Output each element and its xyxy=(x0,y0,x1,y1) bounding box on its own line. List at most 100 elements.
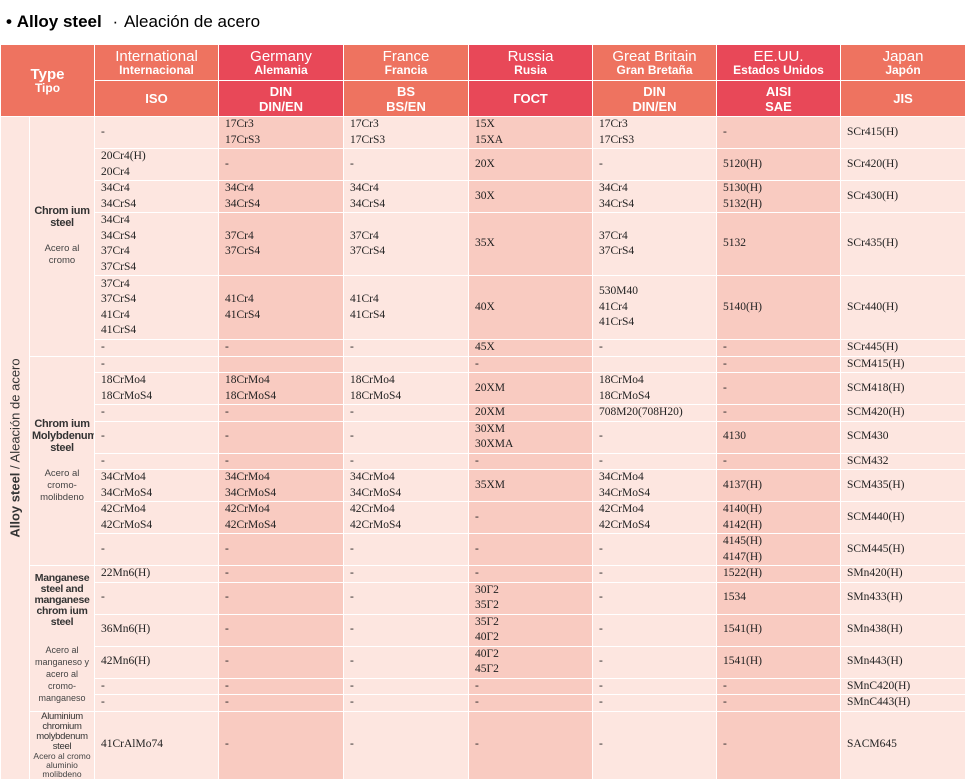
grade-cell: 708M20(708H20) xyxy=(593,405,717,422)
grade-cell: 15X 15XA xyxy=(469,117,593,149)
grade-cell: 17Cr3 17CrS3 xyxy=(593,117,717,149)
grade-cell: 34CrMo4 34CrMoS4 xyxy=(219,470,344,502)
grade-cell: 20XM xyxy=(469,405,593,422)
grade-cell: 34Cr4 34CrS4 xyxy=(593,181,717,213)
grade-cell: 18CrMo4 18CrMoS4 xyxy=(219,373,344,405)
grade-cell: SCM430 xyxy=(841,421,965,453)
grade-cell xyxy=(344,356,469,373)
grade-cell: 5130(H) 5132(H) xyxy=(717,181,841,213)
title-bullet: • xyxy=(6,12,12,31)
grade-cell: 45X xyxy=(469,340,593,357)
grade-cell: 4140(H) 4142(H) xyxy=(717,502,841,534)
grade-cell: 41Cr4 41CrS4 xyxy=(344,276,469,340)
grade-cell: - xyxy=(219,678,344,695)
grade-cell: 41CrAlMo74 xyxy=(95,711,219,779)
grade-cell: 42CrMo4 42CrMoS4 xyxy=(219,502,344,534)
grade-cell: 4145(H) 4147(H) xyxy=(717,534,841,566)
side-label-text: Alloy steel / Aleación de acero xyxy=(7,358,23,537)
grade-cell: - xyxy=(95,405,219,422)
grade-cell: 34CrMo4 34CrMoS4 xyxy=(344,470,469,502)
grade-cell: - xyxy=(717,678,841,695)
table-body: Alloy steel / Aleación de acero Chrom ium… xyxy=(1,117,965,780)
standard-header-iso: ISO xyxy=(95,81,219,117)
grade-cell: - xyxy=(469,534,593,566)
grade-cell: 40Г2 45Г2 xyxy=(469,646,593,678)
standard-header-din-gb: DIN DIN/EN xyxy=(593,81,717,117)
standard-header-aisi: AISI SAE xyxy=(717,81,841,117)
grade-cell: - xyxy=(717,373,841,405)
title-spanish: Aleación de acero xyxy=(124,12,260,31)
grade-cell: - xyxy=(593,695,717,712)
grade-cell: 1522(H) xyxy=(717,566,841,583)
grade-cell: - xyxy=(717,356,841,373)
grade-cell: SCr440(H) xyxy=(841,276,965,340)
grade-cell: - xyxy=(344,534,469,566)
grade-cell: - xyxy=(469,711,593,779)
grade-cell: - xyxy=(95,421,219,453)
grade-cell: - xyxy=(593,646,717,678)
grade-cell: 30Г2 35Г2 xyxy=(469,582,593,614)
country-name: Germany xyxy=(219,50,343,64)
grade-cell: SCr420(H) xyxy=(841,149,965,181)
grade-cell: - xyxy=(95,678,219,695)
grade-cell: - xyxy=(469,453,593,470)
country-name: France xyxy=(344,50,468,64)
grade-cell: - xyxy=(95,582,219,614)
grade-cell: SCM415(H) xyxy=(841,356,965,373)
grade-cell: - xyxy=(593,453,717,470)
grade-cell: 20Cr4(H) 20Cr4 xyxy=(95,149,219,181)
side-label-en: Alloy steel xyxy=(7,472,22,537)
grade-cell: - xyxy=(717,711,841,779)
grade-cell: - xyxy=(593,711,717,779)
grade-cell: 18CrMo4 18CrMoS4 xyxy=(593,373,717,405)
grade-cell: SCM440(H) xyxy=(841,502,965,534)
group-label-es: Acero al cromo-molibdeno xyxy=(32,468,92,504)
country-name: Great Britain xyxy=(593,50,716,64)
country-name-es: Francia xyxy=(344,64,468,76)
side-label-sep: / xyxy=(7,462,22,472)
grade-cell: - xyxy=(219,340,344,357)
country-name-es: Alemania xyxy=(219,64,343,76)
grade-cell: SMn438(H) xyxy=(841,614,965,646)
grade-cell: 34Cr4 34CrS4 xyxy=(219,181,344,213)
country-name-es: Estados Unidos xyxy=(717,64,840,76)
grade-cell: - xyxy=(219,582,344,614)
grade-cell: 18CrMo4 18CrMoS4 xyxy=(95,373,219,405)
grade-cell: - xyxy=(469,678,593,695)
table-row: Manganese steel and manganese chrom ium … xyxy=(1,566,965,583)
table-row: ---45X--SCr445(H) xyxy=(1,340,965,357)
grade-cell: - xyxy=(344,566,469,583)
grade-cell: 37Cr4 37CrS4 xyxy=(344,213,469,276)
grade-cell: 34CrMo4 34CrMoS4 xyxy=(593,470,717,502)
grade-cell: - xyxy=(469,502,593,534)
grade-cell: - xyxy=(593,566,717,583)
grade-cell: - xyxy=(593,678,717,695)
group-label-en: Chrom ium Molybdenum steel xyxy=(32,418,92,454)
country-name-es: Rusia xyxy=(469,64,592,76)
type-header: Type Tipo xyxy=(1,45,95,117)
country-name-es: Japón xyxy=(841,64,965,76)
grade-cell: SCM420(H) xyxy=(841,405,965,422)
grade-cell: SCM445(H) xyxy=(841,534,965,566)
grade-cell: - xyxy=(95,534,219,566)
grade-cell: 35Г2 40Г2 xyxy=(469,614,593,646)
grade-cell: - xyxy=(219,695,344,712)
table-row: 36Mn6(H)--35Г2 40Г2-1541(H)SMn438(H) xyxy=(1,614,965,646)
grade-cell: 42CrMo4 42CrMoS4 xyxy=(95,502,219,534)
grade-cell: - xyxy=(219,421,344,453)
grade-cell: 35X xyxy=(469,213,593,276)
grade-cell: 35XM xyxy=(469,470,593,502)
grade-cell: SCr445(H) xyxy=(841,340,965,357)
standard-header-bs: BS BS/EN xyxy=(344,81,469,117)
group-label-en: Chrom ium steel xyxy=(32,205,92,229)
grade-cell: - xyxy=(593,149,717,181)
